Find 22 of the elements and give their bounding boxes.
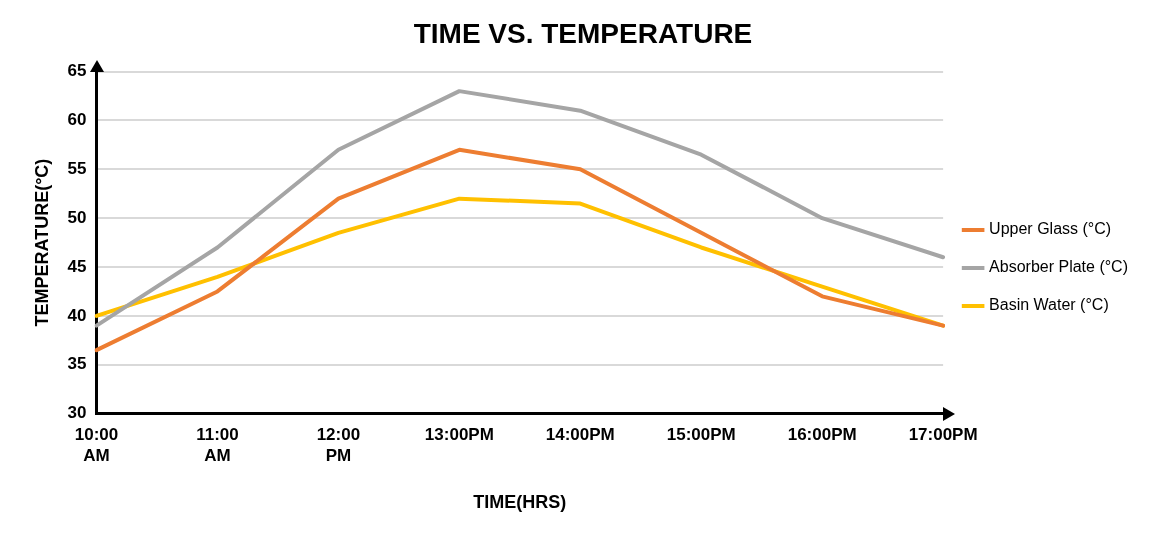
x-tick-label: 17:00PM [908,425,978,445]
y-axis-title: TEMPERATURE(°C) [31,158,52,327]
x-tick-label: 14:00PM [545,425,615,445]
x-axis-title: TIME(HRS) [473,492,567,513]
y-tick-label: 40 [67,305,87,325]
y-tick-label: 45 [67,256,87,276]
x-tick-label: 15:00PM [666,425,736,445]
legend-label: Upper Glass (°C) [989,220,1112,238]
x-tick-label: 16:00PM [787,425,857,445]
x-tick-label: 13:00PM [424,425,494,445]
y-tick-label: 50 [67,207,87,227]
y-tick-label: 35 [67,354,87,374]
legend-label: Basin Water (°C) [989,296,1109,314]
y-tick-label: 60 [67,110,87,130]
x-tick-label: 12:00 PM [316,425,361,465]
y-tick-label: 30 [67,403,87,423]
y-tick-label: 55 [67,159,87,178]
chart-title: TIME VS. TEMPERATURE [413,17,753,49]
x-tick-label: 11:00 AM [196,425,239,465]
y-tick-label: 65 [67,61,87,81]
x-tick-label: 10:00 AM [74,425,119,465]
legend-label: Absorber Plate (°C) [989,258,1128,276]
